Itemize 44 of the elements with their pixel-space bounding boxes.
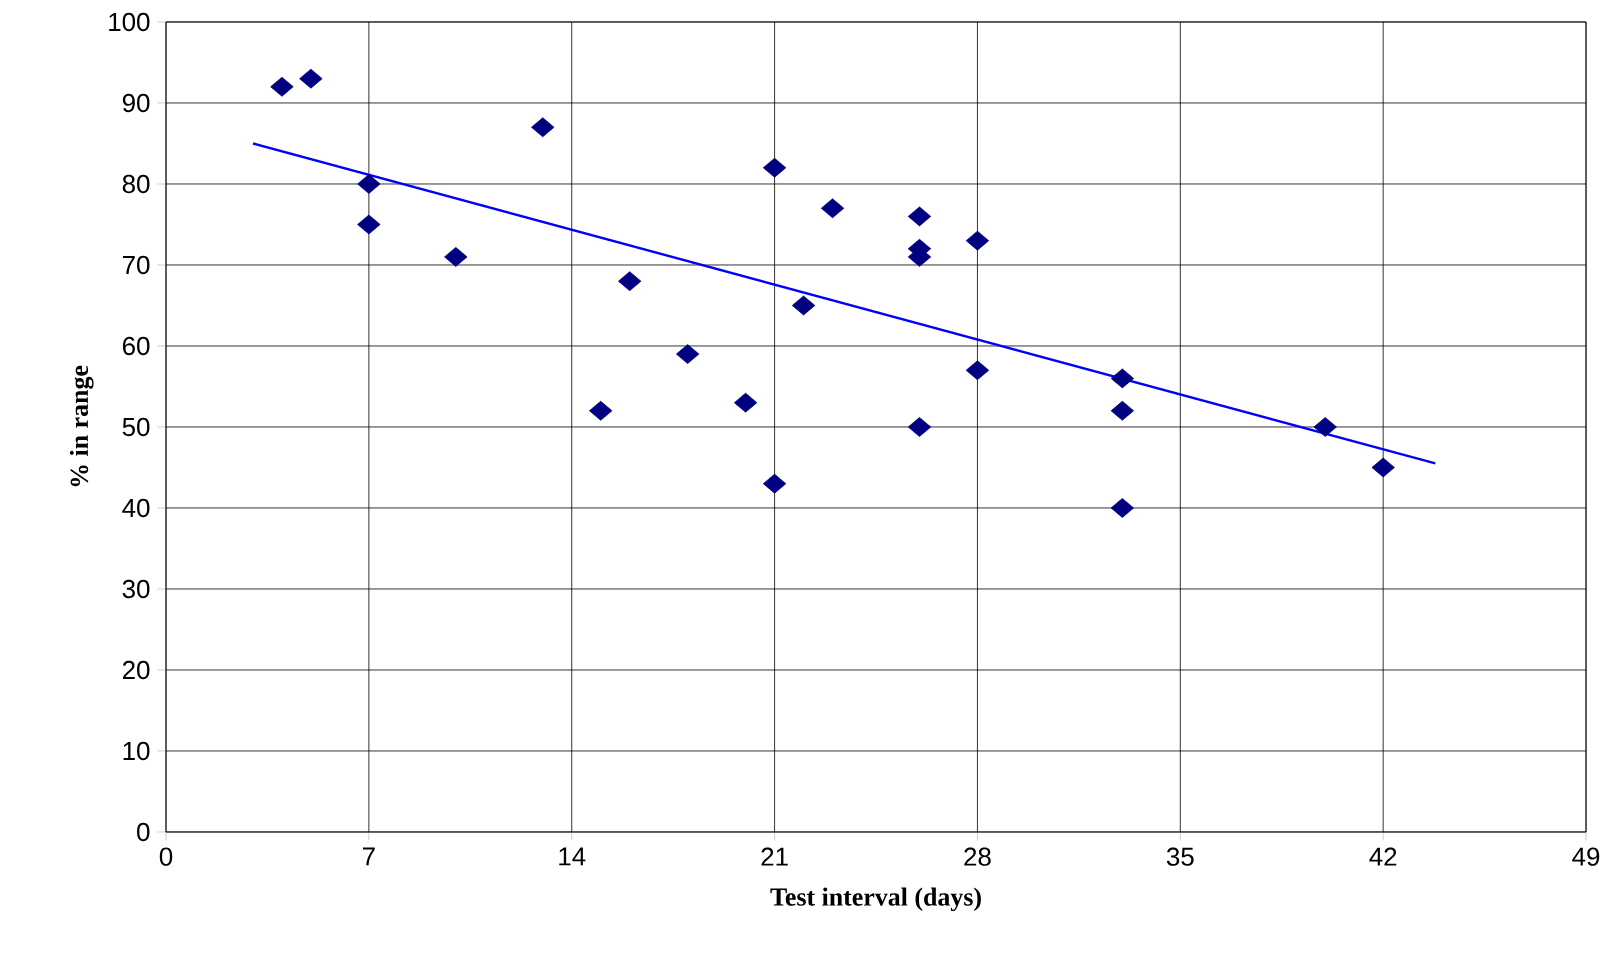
y-tick-label: 90 [122, 93, 150, 113]
x-tick-label: 28 [964, 847, 991, 866]
point [1110, 498, 1134, 518]
y-tick-label: 40 [122, 498, 150, 518]
x-tick-label: 7 [363, 847, 375, 866]
y-tick-label: 80 [122, 174, 150, 194]
point [357, 174, 381, 194]
y-tick-label: 0 [137, 822, 150, 842]
point [733, 392, 758, 413]
point [907, 417, 932, 437]
y-tick-label: 10 [123, 741, 150, 761]
x-axis-title: Test interval (days) [770, 887, 981, 912]
point [1110, 400, 1134, 421]
y-tick-label: 100 [109, 12, 150, 32]
point [907, 206, 932, 227]
y-tick-label: 20 [122, 660, 150, 680]
x-tick-label: 21 [761, 847, 788, 866]
point [791, 295, 816, 316]
point [531, 117, 555, 138]
y-axis-title: % in range [69, 365, 94, 487]
point [357, 214, 381, 235]
y-tick-label: 70 [122, 255, 150, 275]
point [965, 230, 990, 251]
point [444, 246, 468, 267]
point [589, 400, 613, 421]
x-tick-label: 0 [159, 847, 173, 866]
point [618, 271, 642, 292]
y-tick-label: 50 [122, 417, 150, 437]
point [270, 76, 294, 97]
y-tick-label: 60 [122, 336, 150, 356]
point [762, 157, 787, 178]
point [299, 68, 323, 89]
point [676, 344, 700, 364]
x-tick-label: 42 [1369, 847, 1397, 866]
point [762, 473, 787, 494]
point [1110, 368, 1134, 389]
point [1371, 457, 1395, 478]
y-tick-label: 30 [122, 579, 150, 599]
point [820, 198, 845, 219]
x-tick-label: 14 [559, 847, 586, 866]
point [1313, 417, 1337, 437]
point [965, 360, 990, 381]
x-tick-label: 49 [1572, 847, 1600, 866]
x-tick-label: 35 [1166, 847, 1194, 866]
